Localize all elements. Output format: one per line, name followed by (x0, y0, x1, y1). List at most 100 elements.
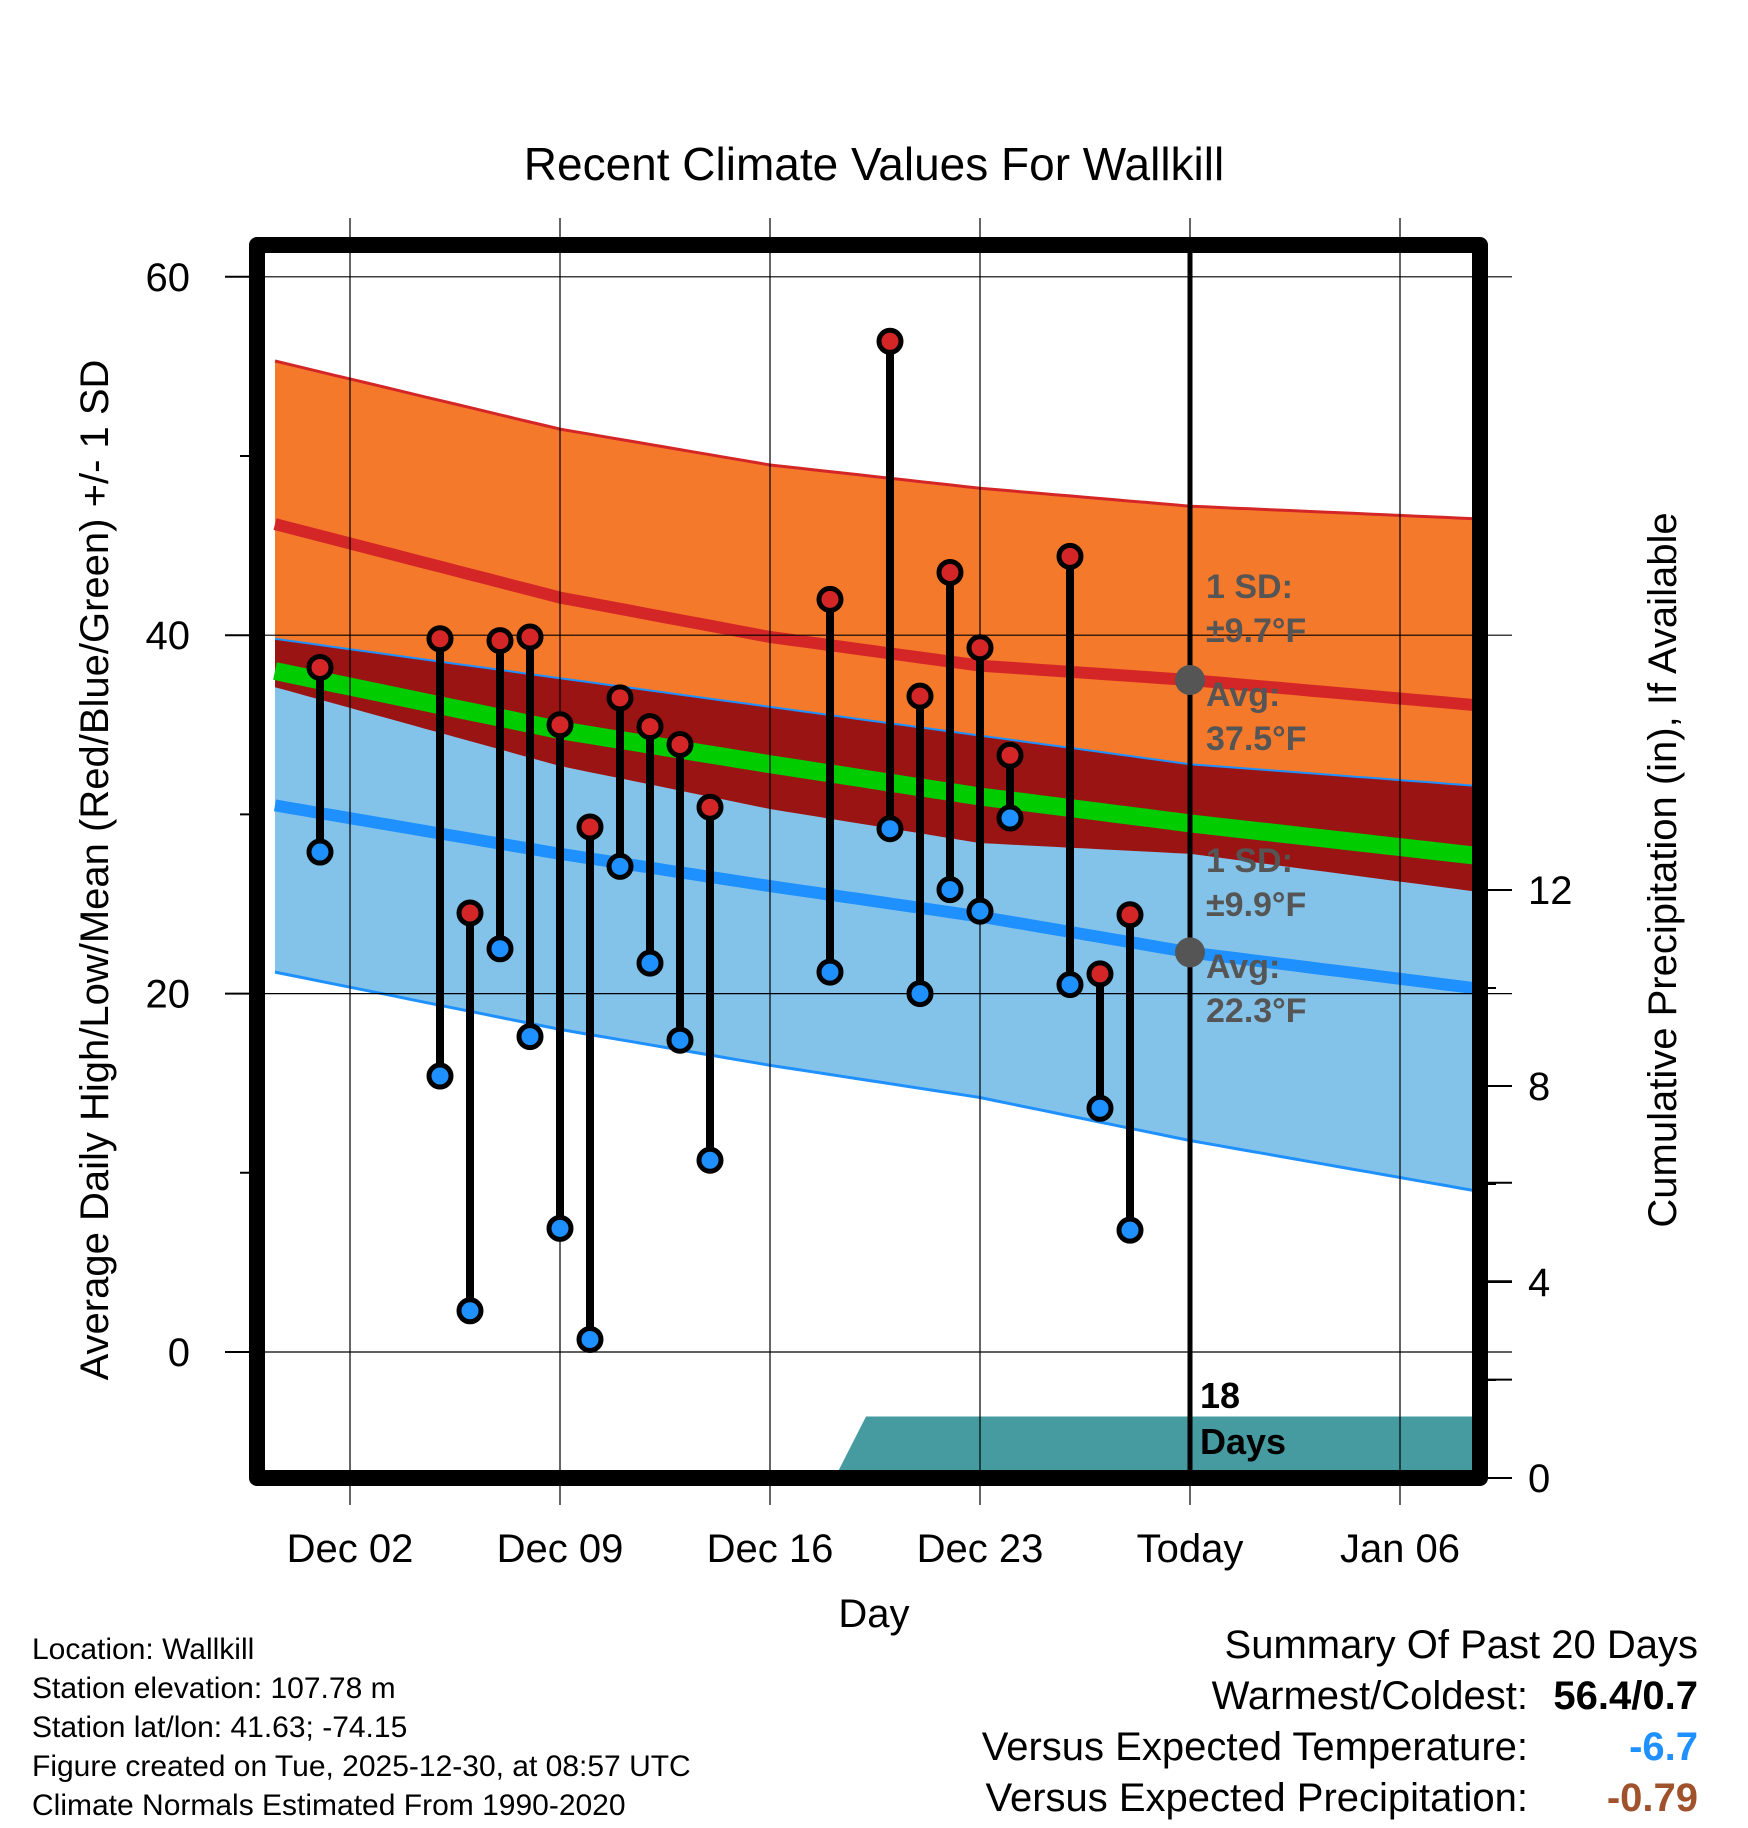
x-axis-label: Day (838, 1592, 909, 1636)
obs-low-point-14 (936, 876, 964, 904)
y2-axis-label: Cumulative Precipitation (in), If Availa… (1641, 512, 1685, 1227)
obs-low-point-12 (876, 815, 904, 843)
precip-label: Versus Expected Precipitation: (985, 1776, 1528, 1820)
obs-low-point-13 (906, 980, 934, 1008)
precip-row: Versus Expected Precipitation: -0.79 (798, 1773, 1698, 1824)
obs-low-point-8 (636, 949, 664, 977)
y2-tick-label-3: 12 (1528, 869, 1573, 913)
obs-low-point-3 (486, 935, 514, 963)
y2-tick-label-2: 8 (1528, 1065, 1550, 1109)
obs-high-point-16 (996, 741, 1024, 769)
precip-value: -0.79 (1606, 1776, 1698, 1820)
high-sd-value: ±9.7°F (1206, 612, 1306, 650)
obs-low-point-17 (1056, 971, 1084, 999)
low-sd-value: ±9.9°F (1206, 886, 1306, 924)
normals-text: Climate Normals Estimated From 1990-2020 (32, 1789, 626, 1822)
high-avg-value: 37.5°F (1206, 720, 1307, 758)
elevation-text: Station elevation: 107.78 m (32, 1672, 396, 1705)
warm-cold-value: 56.4/0.7 (1553, 1674, 1698, 1718)
axes: 0 20 40 60 0 4 8 12 Dec 02 Dec 09 Dec 16 Dec 23 Toda… (146, 218, 1573, 1571)
obs-low-point-11 (816, 958, 844, 986)
temp-label: Versus Expected Temperature: (981, 1725, 1528, 1769)
x-tick-label-0: Dec 02 (287, 1527, 414, 1571)
low-upper-line (274, 637, 1476, 787)
precip-area (659, 1416, 1475, 1478)
obs-low-point-16 (996, 804, 1024, 832)
created-text: Figure created on Tue, 2025-12-30, at 08… (32, 1750, 691, 1783)
station-info: Location: Wallkill Station elevation: 10… (32, 1630, 691, 1825)
summary-title: Summary Of Past 20 Days (1224, 1623, 1698, 1667)
warm-cold-label: Warmest/Coldest: (1211, 1674, 1528, 1718)
obs-low-point-9 (666, 1026, 694, 1054)
x-tick-label-4: Today (1137, 1527, 1244, 1571)
x-tick-label-5: Jan 06 (1340, 1527, 1460, 1571)
temp-value: -6.7 (1629, 1725, 1698, 1769)
days-count: 18 (1200, 1375, 1240, 1416)
low-sd-label: 1 SD: (1206, 842, 1293, 880)
today-annotations: 1 SD: ±9.7°F Avg: 37.5°F 1 SD: ±9.9°F Av… (1200, 568, 1307, 1462)
obs-high-point-0 (306, 653, 334, 681)
mean-line (273, 662, 1477, 865)
today-high-avg-point (1175, 665, 1205, 695)
low-avg-label: Avg: (1206, 948, 1280, 986)
obs-high-point-3 (486, 627, 514, 655)
obs-high-point-11 (816, 585, 844, 613)
latlon-text: Station lat/lon: 41.63; -74.15 (32, 1711, 408, 1744)
high-mean-line (273, 518, 1476, 712)
chart-title: Recent Climate Values For Wallkill (524, 138, 1224, 190)
y-tick-label-3: 60 (146, 256, 191, 300)
x-tick-label-1: Dec 09 (497, 1527, 624, 1571)
warm-cold-row: Warmest/Coldest: 56.4/0.7 (798, 1671, 1698, 1722)
obs-low-point-0 (306, 838, 334, 866)
days-label: Days (1200, 1421, 1286, 1462)
obs-low-point-7 (606, 852, 634, 880)
obs-high-point-6 (576, 813, 604, 841)
obs-high-point-9 (666, 731, 694, 759)
obs-high-point-19 (1116, 901, 1144, 929)
x-tick-label-2: Dec 16 (707, 1527, 834, 1571)
obs-high-point-17 (1056, 542, 1084, 570)
obs-high-point-12 (876, 327, 904, 355)
obs-high-point-2 (456, 899, 484, 927)
obs-high-point-14 (936, 558, 964, 586)
low-avg-value: 22.3°F (1206, 992, 1307, 1030)
obs-low-point-15 (966, 897, 994, 925)
y-tick-label-2: 40 (146, 614, 191, 658)
obs-low-point-1 (426, 1062, 454, 1090)
obs-low-point-18 (1086, 1094, 1114, 1122)
obs-high-point-18 (1086, 960, 1114, 988)
obs-high-point-8 (636, 713, 664, 741)
temp-row: Versus Expected Temperature: -6.7 (798, 1722, 1698, 1773)
low-lower-line (274, 970, 1476, 1193)
high-avg-label: Avg: (1206, 676, 1280, 714)
obs-high-point-4 (516, 623, 544, 651)
obs-low-point-10 (696, 1146, 724, 1174)
obs-low-point-19 (1116, 1216, 1144, 1244)
obs-low-point-2 (456, 1297, 484, 1325)
y-tick-label-0: 0 (168, 1331, 190, 1375)
plot-area (273, 359, 1477, 1478)
y2-tick-label-0: 0 (1528, 1457, 1550, 1501)
obs-high-point-1 (426, 625, 454, 653)
obs-low-point-4 (516, 1023, 544, 1051)
plot-frame (249, 237, 1488, 1486)
obs-low-point-5 (546, 1214, 574, 1242)
low-mean-line (273, 799, 1476, 995)
obs-high-point-7 (606, 684, 634, 712)
obs-high-point-15 (966, 634, 994, 662)
obs-high-point-5 (546, 711, 574, 739)
summary-panel: Summary Of Past 20 Days Warmest/Coldest:… (798, 1620, 1698, 1824)
high-sd-label: 1 SD: (1206, 568, 1293, 606)
today-low-avg-point (1175, 937, 1205, 968)
obs-low-point-6 (576, 1325, 604, 1353)
high-upper-line (274, 359, 1476, 521)
y-tick-label-1: 20 (146, 973, 191, 1017)
y-axis-label: Average Daily High/Low/Mean (Red/Blue/Gr… (73, 360, 117, 1381)
obs-high-point-10 (696, 793, 724, 821)
obs-high-point-13 (906, 682, 934, 710)
summary-title-row: Summary Of Past 20 Days (798, 1620, 1698, 1671)
location-text: Location: Wallkill (32, 1633, 255, 1666)
y2-tick-label-1: 4 (1528, 1261, 1550, 1305)
x-tick-label-3: Dec 23 (917, 1527, 1044, 1571)
